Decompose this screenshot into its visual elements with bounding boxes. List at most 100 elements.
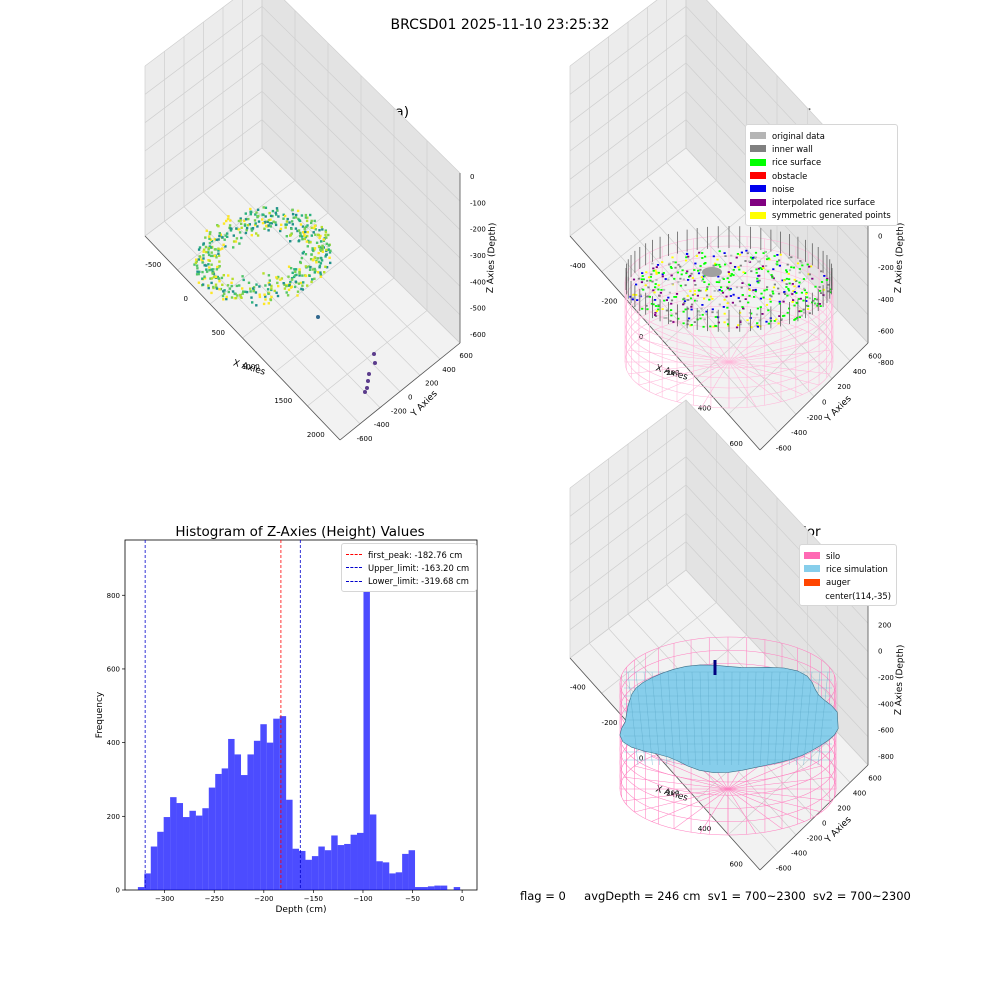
y-tick-label: 600 bbox=[459, 352, 472, 360]
silo-wire-spoke bbox=[651, 788, 729, 822]
raw-point bbox=[292, 275, 296, 279]
raw-point bbox=[301, 225, 305, 228]
raw-point bbox=[255, 283, 258, 286]
histogram-bar bbox=[279, 716, 287, 890]
classified-point bbox=[656, 264, 660, 266]
silo-wire-spoke bbox=[638, 361, 730, 386]
classified-point bbox=[716, 258, 719, 261]
y-tick-label: 800 bbox=[107, 592, 120, 600]
raw-point bbox=[226, 284, 230, 287]
raw-point bbox=[207, 286, 210, 290]
histogram-bar bbox=[350, 834, 358, 890]
raw-point bbox=[313, 267, 316, 271]
silo-wire-spoke bbox=[728, 329, 803, 363]
histogram-bar bbox=[273, 718, 280, 890]
raw-point bbox=[306, 231, 309, 234]
surface-mesh bbox=[810, 671, 821, 766]
avg-depth-text: avgDepth = 246 cm bbox=[584, 889, 701, 903]
histogram-bar bbox=[137, 887, 145, 890]
classified-point bbox=[737, 266, 740, 269]
classified-point bbox=[720, 286, 723, 289]
x-tick-label: -500 bbox=[145, 261, 161, 269]
raw-point bbox=[325, 236, 328, 239]
legend-label: obstacle bbox=[772, 170, 808, 181]
raw-point bbox=[314, 233, 317, 236]
classified-point bbox=[735, 286, 739, 289]
grid-line bbox=[569, 0, 869, 174]
classified-point bbox=[751, 256, 754, 259]
surface-mesh bbox=[781, 671, 789, 766]
surface-mesh bbox=[715, 671, 718, 766]
classified-point bbox=[673, 277, 676, 280]
raw-point bbox=[256, 234, 260, 237]
classified-point bbox=[748, 322, 751, 325]
classified-point bbox=[694, 284, 697, 286]
silo-wire-spoke bbox=[628, 361, 730, 375]
raw-point bbox=[285, 223, 288, 226]
classified-point bbox=[682, 322, 685, 325]
z-tick-label: 200 bbox=[878, 621, 891, 629]
classified-point bbox=[670, 267, 673, 269]
classified-point bbox=[636, 299, 639, 301]
classified-point bbox=[723, 252, 726, 254]
classified-point bbox=[714, 325, 717, 327]
histogram-bar bbox=[324, 850, 332, 890]
classified-point bbox=[783, 291, 786, 293]
raw-point bbox=[270, 287, 273, 290]
classified-point bbox=[724, 255, 727, 257]
raw-point bbox=[270, 295, 273, 299]
raw-point bbox=[283, 287, 287, 290]
raw-point bbox=[313, 247, 317, 250]
classified-point bbox=[778, 264, 781, 267]
raw-point bbox=[209, 238, 213, 241]
classified-point bbox=[672, 261, 675, 263]
classified-point bbox=[642, 288, 645, 291]
x-tick-label: 0 bbox=[639, 754, 643, 762]
raw-point bbox=[282, 217, 285, 220]
raw-point bbox=[225, 295, 228, 299]
silo-wire-spoke bbox=[727, 788, 783, 830]
histogram-bar bbox=[183, 817, 190, 890]
z-tick-label: -100 bbox=[470, 199, 486, 207]
raw-point bbox=[301, 238, 304, 241]
raw-point bbox=[271, 209, 275, 213]
classified-point bbox=[739, 253, 742, 256]
raw-point bbox=[294, 227, 298, 230]
raw-point bbox=[318, 266, 321, 269]
classified-point bbox=[686, 295, 689, 297]
raw-point bbox=[231, 277, 234, 281]
raw-point bbox=[297, 229, 301, 232]
raw-point bbox=[317, 251, 320, 255]
classified-point bbox=[723, 312, 726, 315]
legend-label: interpolated rice surface bbox=[772, 197, 875, 208]
classified-point bbox=[787, 289, 791, 292]
raw-point bbox=[196, 270, 199, 273]
raw-point bbox=[196, 267, 199, 270]
raw-point bbox=[222, 298, 225, 301]
raw-point bbox=[210, 277, 213, 280]
classified-point bbox=[709, 325, 712, 328]
raw-point bbox=[212, 276, 216, 279]
raw-point bbox=[280, 277, 284, 280]
x-tick-label: 400 bbox=[698, 825, 711, 833]
classified-point bbox=[793, 278, 796, 281]
classified-point bbox=[745, 249, 748, 252]
classified-point bbox=[659, 291, 662, 294]
raw-point bbox=[319, 248, 322, 251]
classified-point bbox=[793, 319, 796, 321]
raw-point bbox=[324, 234, 327, 237]
x-axis-label: Depth (cm) bbox=[275, 905, 326, 915]
raw-point bbox=[319, 273, 323, 276]
classified-point bbox=[815, 298, 818, 301]
classified-point bbox=[646, 279, 649, 282]
classified-point bbox=[769, 300, 772, 303]
raw-point bbox=[218, 280, 221, 283]
legend-label: original data bbox=[772, 130, 825, 141]
raw-point bbox=[208, 232, 212, 236]
classified-point bbox=[756, 322, 759, 325]
classified-point bbox=[722, 278, 725, 280]
classified-point bbox=[803, 287, 806, 290]
histogram-bar bbox=[228, 738, 235, 890]
raw-point bbox=[212, 268, 215, 271]
